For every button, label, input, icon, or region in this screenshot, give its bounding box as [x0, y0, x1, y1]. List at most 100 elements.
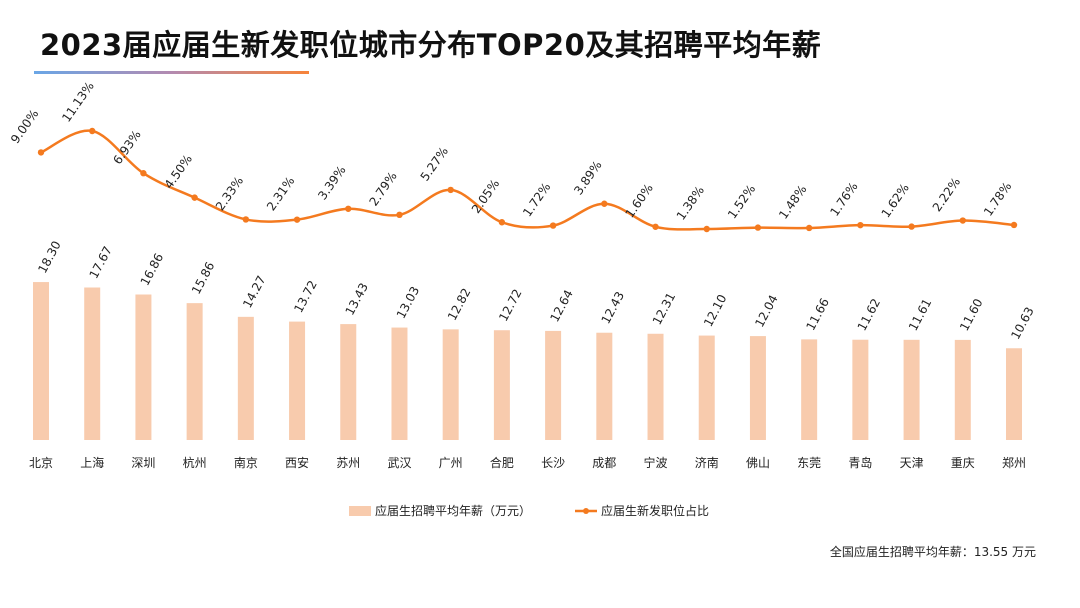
- bar-label: 10.63: [1008, 305, 1036, 342]
- bar-label: 12.31: [650, 290, 678, 327]
- bar: [340, 324, 357, 440]
- line-label: 1.78%: [981, 179, 1014, 218]
- bar: [903, 339, 920, 440]
- category-label: 青岛: [848, 455, 872, 470]
- line-label: 2.22%: [930, 175, 963, 214]
- footnote: 全国应届生招聘平均年薪：13.55 万元: [829, 545, 1036, 559]
- category-label: 武汉: [387, 456, 411, 470]
- bar: [1006, 348, 1022, 440]
- category-label: 长沙: [541, 456, 565, 470]
- line-label: 1.60%: [623, 181, 656, 220]
- line-point: [191, 194, 198, 201]
- line-label: 2.79%: [366, 169, 399, 208]
- line-label: 1.62%: [879, 181, 912, 220]
- category-label: 天津: [900, 456, 924, 470]
- bar-label: 16.86: [138, 251, 166, 288]
- line-point: [549, 222, 557, 229]
- bar-label: 12.43: [599, 289, 627, 326]
- line-point: [1010, 221, 1018, 229]
- bar: [135, 294, 152, 440]
- bar-label: 12.82: [445, 286, 473, 323]
- line-point: [601, 200, 608, 207]
- line-point: [857, 221, 864, 229]
- line-label: 9.00%: [8, 107, 41, 146]
- line-point: [396, 211, 403, 219]
- bar-label: 11.60: [957, 296, 985, 333]
- category-label: 广州: [439, 456, 463, 470]
- bar-label: 13.43: [343, 281, 371, 318]
- bar-label: 11.61: [906, 296, 934, 333]
- bar-label: 12.72: [496, 287, 524, 324]
- line-point: [498, 219, 506, 226]
- bar: [84, 287, 101, 440]
- line-label: 1.52%: [725, 182, 758, 221]
- line-point: [293, 216, 301, 223]
- bar: [237, 316, 254, 440]
- category-label: 南京: [234, 455, 258, 470]
- line-label: 11.13%: [59, 79, 97, 125]
- category-label: 宁波: [644, 455, 668, 470]
- line-label: 1.76%: [827, 180, 860, 219]
- line-label: 4.50%: [162, 152, 195, 191]
- category-label: 杭州: [183, 455, 207, 470]
- legend-line-marker: [583, 508, 589, 514]
- bar: [442, 329, 459, 440]
- bar: [852, 339, 869, 440]
- chart-title: 2023届应届生新发职位城市分布TOP20及其招聘平均年薪: [40, 28, 822, 62]
- line-label: 1.48%: [776, 182, 809, 221]
- bar: [801, 339, 818, 440]
- line-label: 2.33%: [213, 174, 246, 213]
- bar-label: 11.62: [855, 296, 883, 333]
- bar-label: 18.30: [35, 239, 63, 276]
- line-point: [345, 205, 352, 212]
- line-point: [805, 224, 813, 232]
- category-label: 深圳: [131, 456, 155, 470]
- bar: [596, 332, 613, 440]
- bar-label: 12.10: [701, 292, 729, 329]
- bar-label: 11.66: [803, 296, 831, 333]
- bar: [545, 330, 562, 440]
- line-point: [447, 186, 454, 194]
- category-label: 成都: [592, 456, 616, 470]
- title-underline: [34, 71, 309, 74]
- category-label: 郑州: [1002, 455, 1026, 470]
- bar: [186, 303, 203, 440]
- bar: [954, 339, 971, 440]
- bar: [647, 333, 664, 440]
- category-label: 重庆: [951, 456, 975, 470]
- legend-bar-label: 应届生招聘平均年薪（万元）: [375, 503, 531, 518]
- bar-label: 13.03: [394, 284, 422, 321]
- bar: [493, 330, 510, 440]
- line-point: [959, 217, 966, 224]
- line-label: 2.05%: [469, 177, 502, 216]
- line-point: [37, 149, 45, 156]
- category-label: 上海: [80, 455, 104, 470]
- category-label: 北京: [29, 456, 53, 470]
- bar: [391, 327, 408, 440]
- line-point: [754, 224, 762, 231]
- line-label: 3.39%: [315, 163, 348, 202]
- line-label: 1.38%: [674, 183, 707, 222]
- line-label: 3.89%: [571, 158, 604, 197]
- bar-label: 12.64: [547, 287, 575, 324]
- line-point: [652, 223, 659, 230]
- category-label: 东莞: [797, 456, 821, 470]
- bar: [33, 282, 49, 440]
- category-label: 济南: [695, 455, 719, 470]
- legend-line-label: 应届生新发职位占比: [601, 503, 709, 518]
- line-label: 5.27%: [418, 144, 451, 183]
- bar: [289, 321, 306, 440]
- bar: [749, 336, 766, 440]
- category-label: 西安: [285, 455, 309, 470]
- line-label: 2.31%: [264, 174, 297, 213]
- line-point: [908, 223, 915, 230]
- line-label: 1.72%: [520, 180, 553, 219]
- line-point: [140, 170, 147, 177]
- category-label: 佛山: [746, 456, 770, 470]
- category-label: 苏州: [336, 456, 360, 470]
- line-point: [89, 127, 96, 135]
- bar-label: 12.04: [752, 293, 780, 330]
- legend-bar-swatch: [349, 506, 371, 516]
- line-point: [242, 216, 250, 223]
